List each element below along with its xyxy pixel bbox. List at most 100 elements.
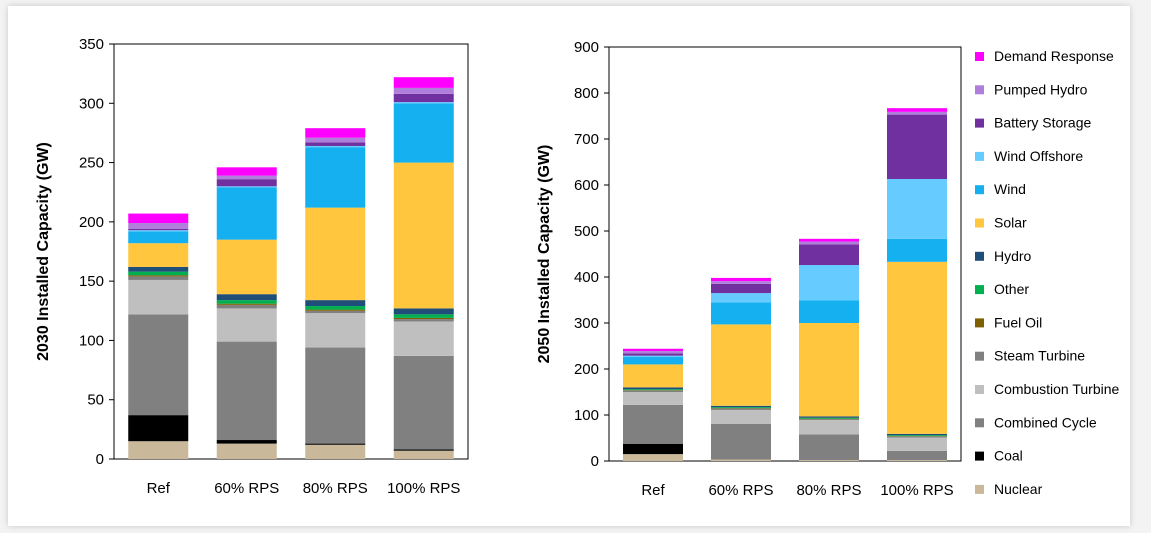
bar-segment-demand-response-ref xyxy=(623,348,683,352)
bar-segment-combustion-turbine-ref xyxy=(623,392,683,405)
y-tick-label: 350 xyxy=(79,36,104,53)
bar-segment-combined-cycle-60-rps xyxy=(216,341,277,441)
bar-segment-wind-60-rps xyxy=(216,187,277,240)
bar-segment-solar-80-rps xyxy=(799,323,859,417)
legend-swatch-nuclear xyxy=(975,484,984,494)
legend-swatch-other xyxy=(975,285,984,295)
y-tick-label: 50 xyxy=(87,392,104,409)
y-tick-label: 400 xyxy=(574,269,599,286)
legend-swatch-steam-turbine xyxy=(975,351,984,361)
bar-segment-wind-80-rps xyxy=(799,300,859,323)
bar-segment-combined-cycle-ref xyxy=(623,404,683,444)
bar-segment-demand-response-80-rps xyxy=(799,238,859,242)
bar-segment-other-60-rps xyxy=(711,407,771,409)
legend-swatch-fuel-oil xyxy=(975,318,984,328)
bar-segment-nuclear-100-rps xyxy=(393,450,454,459)
y-tick-label: 300 xyxy=(79,95,104,112)
x-tick-label: Ref xyxy=(147,480,171,497)
bar-segment-battery-storage-60-rps xyxy=(216,179,277,187)
y-tick-label: 500 xyxy=(574,223,599,240)
bar-segment-solar-60-rps xyxy=(216,239,277,295)
chart-2: 0 100 200 300 400 500 600 700 800 900 2050 Install… xyxy=(536,39,962,499)
legend-label-fuel-oil: Fuel Oil xyxy=(994,314,1042,330)
legend-swatch-battery-storage xyxy=(975,118,984,128)
legend-label-hydro: Hydro xyxy=(994,248,1032,264)
bar-segment-pumped-hydro-100-rps xyxy=(887,111,947,115)
y-tick-label: 200 xyxy=(574,361,599,378)
legend-label-demand-response: Demand Response xyxy=(994,48,1114,64)
bar-segment-combustion-turbine-100-rps xyxy=(393,321,454,356)
bar-segment-pumped-hydro-ref xyxy=(128,223,189,229)
legend-swatch-solar xyxy=(975,218,984,228)
x-tick-label: 80% RPS xyxy=(796,482,861,499)
bar-segment-wind-ref xyxy=(623,357,683,365)
bar-segment-wind-ref xyxy=(128,231,189,244)
bar-segment-combined-cycle-80-rps xyxy=(305,347,366,444)
bar-segment-demand-response-80-rps xyxy=(305,128,366,138)
bar-segment-wind-100-rps xyxy=(887,238,947,262)
bar-segment-pumped-hydro-80-rps xyxy=(799,241,859,245)
bar-segment-combined-cycle-60-rps xyxy=(711,423,771,460)
bar-segment-hydro-ref xyxy=(128,266,189,272)
bar-segment-combined-cycle-80-rps xyxy=(799,434,859,461)
bar-segment-wind-offshore-60-rps xyxy=(711,293,771,303)
bar-segment-demand-response-60-rps xyxy=(711,277,771,282)
legend-label-steam-turbine: Steam Turbine xyxy=(994,348,1085,364)
legend-label-wind-offshore: Wind Offshore xyxy=(994,148,1083,164)
bar-segment-solar-ref xyxy=(128,243,189,267)
bar-segment-hydro-60-rps xyxy=(711,405,771,408)
bar-segment-hydro-100-rps xyxy=(887,433,947,436)
bar-segment-nuclear-ref xyxy=(623,454,683,461)
legend-swatch-combustion-turbine xyxy=(975,385,984,394)
y-tick-label: 700 xyxy=(574,131,599,148)
bar-segment-nuclear-ref xyxy=(128,441,189,459)
bar-segment-battery-storage-ref xyxy=(623,353,683,356)
bar-segment-combined-cycle-ref xyxy=(128,314,189,416)
y-tick-label: 200 xyxy=(79,214,104,231)
bar-segment-demand-response-100-rps xyxy=(887,108,947,112)
bar-segment-demand-response-ref xyxy=(128,213,189,224)
x-tick-label: 60% RPS xyxy=(214,480,279,497)
bar-segment-fuel-oil-100-rps xyxy=(393,317,454,320)
legend-label-coal: Coal xyxy=(994,448,1023,464)
bar-segment-steam-turbine-80-rps xyxy=(799,419,859,421)
legend-label-wind: Wind xyxy=(994,181,1026,197)
bar-segment-pumped-hydro-100-rps xyxy=(393,87,454,94)
bar-segment-solar-ref xyxy=(623,364,683,388)
bar-segment-steam-turbine-60-rps xyxy=(711,408,771,410)
bar-segment-hydro-ref xyxy=(623,387,683,390)
y-tick-label: 800 xyxy=(574,85,599,102)
y-axis-title: 2030 Installed Capacity (GW) xyxy=(35,142,52,361)
bar-segment-combustion-turbine-80-rps xyxy=(799,420,859,435)
y-tick-label: 100 xyxy=(574,407,599,424)
bar-segment-other-100-rps xyxy=(393,314,454,318)
legend-swatch-demand-response xyxy=(975,52,984,61)
bar-segment-hydro-60-rps xyxy=(216,294,277,301)
bar-segment-other-100-rps xyxy=(887,435,947,437)
bar-segment-steam-turbine-100-rps xyxy=(887,436,947,438)
legend-swatch-combined-cycle xyxy=(975,418,984,428)
legend-label-combined-cycle: Combined Cycle xyxy=(994,414,1097,430)
bar-segment-battery-storage-60-rps xyxy=(711,283,771,294)
legend-label-solar: Solar xyxy=(994,215,1027,231)
bar-segment-wind-80-rps xyxy=(305,147,366,208)
bar-segment-combustion-turbine-100-rps xyxy=(887,437,947,451)
y-tick-label: 0 xyxy=(96,451,104,468)
bar-segment-fuel-oil-ref xyxy=(128,275,189,277)
bar-segment-battery-storage-80-rps xyxy=(305,142,366,146)
bar-segment-hydro-100-rps xyxy=(393,308,454,315)
legend-swatch-wind xyxy=(975,185,984,195)
bar-segment-steam-turbine-80-rps xyxy=(305,310,366,314)
chart-1: 0 50 100 150 200 250 300 350 2030 Installed Capa… xyxy=(35,36,469,497)
plot-frame xyxy=(608,46,962,462)
legend-label-nuclear: Nuclear xyxy=(994,481,1043,497)
x-tick-label: 80% RPS xyxy=(303,480,368,497)
legend-label-battery-storage: Battery Storage xyxy=(994,115,1091,131)
bar-segment-demand-response-100-rps xyxy=(393,77,454,88)
bar-segment-wind-100-rps xyxy=(393,103,454,163)
bar-segment-fuel-oil-80-rps xyxy=(305,309,366,311)
bar-segment-wind-offshore-60-rps xyxy=(216,186,277,188)
bar-segment-combustion-turbine-80-rps xyxy=(305,313,366,348)
bar-segment-nuclear-60-rps xyxy=(216,443,277,459)
